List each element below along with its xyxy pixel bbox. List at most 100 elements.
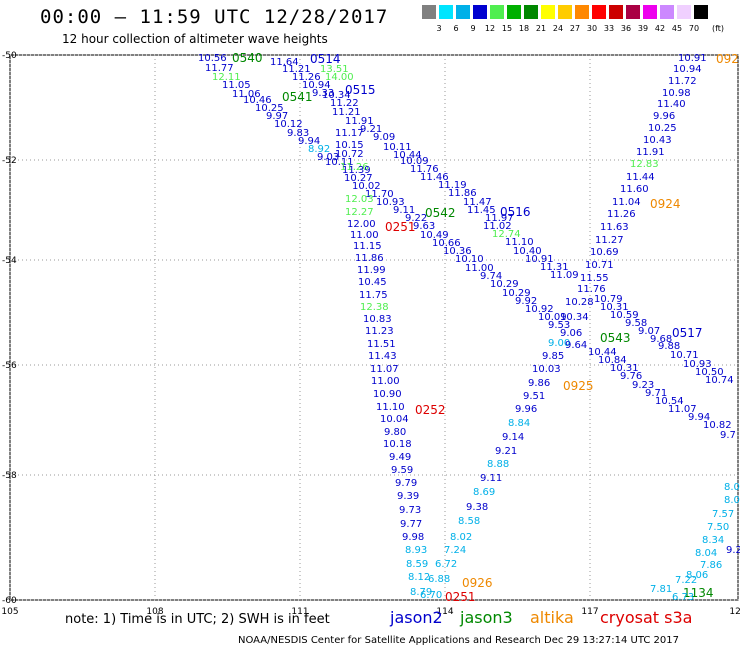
lon-tick-label: 108 <box>146 607 163 617</box>
wave-height-value: 11.75 <box>359 290 388 301</box>
lat-tick-label: -58 <box>2 471 17 481</box>
wave-height-value: 10.82 <box>703 420 732 431</box>
wave-height-value: 8.04 <box>695 548 717 559</box>
wave-height-value: 12.00 <box>347 219 376 230</box>
wave-height-value: 11.76 <box>577 284 606 295</box>
lat-tick-label: -60 <box>2 596 17 606</box>
wave-height-value: 11.17 <box>335 128 364 139</box>
legend-swatch <box>456 5 470 19</box>
wave-height-value: 8.58 <box>458 516 480 527</box>
lat-tick-label: -52 <box>2 156 17 166</box>
wave-height-value: 9.00 <box>548 338 570 349</box>
wave-height-value: 10.66 <box>432 238 461 249</box>
legend-label: 39 <box>637 24 649 33</box>
wave-height-value: 10.71 <box>585 260 614 271</box>
wave-height-value: 9.64 <box>565 340 587 351</box>
track-time-label: 0514 <box>310 52 341 66</box>
lat-tick-label: -50 <box>2 51 17 61</box>
track-time-label: 0542 <box>425 206 456 220</box>
track-time-label: 0540 <box>232 51 263 65</box>
legend-swatch <box>524 5 538 19</box>
wave-height-value: 11.47 <box>463 197 492 208</box>
wave-height-value: 10.04 <box>380 414 409 425</box>
legend-label: 42 <box>654 24 666 33</box>
legend-label: 3 <box>436 24 442 33</box>
wave-height-value: 10.02 <box>352 181 381 192</box>
wave-height-value: 11.00 <box>371 376 400 387</box>
wave-height-value: 9.96 <box>653 111 675 122</box>
legend-swatch <box>473 5 487 19</box>
wave-height-value: 11.04 <box>612 197 641 208</box>
wave-height-value: 10.93 <box>683 359 712 370</box>
satellite-legend-entry: altika <box>530 608 574 627</box>
wave-height-value: 7.22 <box>675 575 697 586</box>
lon-tick-label: 114 <box>436 607 453 617</box>
wave-height-value: 7.81 <box>650 584 672 595</box>
wave-height-value: 9.39 <box>397 491 419 502</box>
lat-tick-label: -54 <box>2 256 17 266</box>
legend-unit: (ft) <box>712 24 725 33</box>
wave-height-value: 12.83 <box>630 159 659 170</box>
wave-height-value: 11.91 <box>636 147 665 158</box>
wave-height-value: 6.72 <box>435 559 457 570</box>
wave-height-value: 11.06 <box>232 89 261 100</box>
wave-height-value: 9.2 <box>726 545 740 556</box>
wave-height-value: 9.53 <box>548 320 570 331</box>
legend-label: 12 <box>484 24 496 33</box>
wave-height-value: 9.23 <box>632 380 654 391</box>
wave-height-value: 12.74 <box>492 229 521 240</box>
wave-height-value: 10.12 <box>274 119 303 130</box>
legend-label: 18 <box>518 24 530 33</box>
track-time-label: 092 <box>716 52 739 66</box>
wave-height-value: 9.06 <box>560 328 582 339</box>
wave-height-value: 9.86 <box>528 378 550 389</box>
track-time-label: 0251 <box>445 590 476 604</box>
wave-height-value: 8.34 <box>702 535 724 546</box>
wave-height-value: 9.85 <box>542 351 564 362</box>
wave-height-value: 11.40 <box>657 99 686 110</box>
wave-height-value: 9.58 <box>625 318 647 329</box>
wave-height-value: 10.90 <box>373 389 402 400</box>
wave-height-value: 10.71 <box>670 350 699 361</box>
wave-height-value: 8.0 <box>724 495 740 506</box>
wave-height-value: 11.39 <box>342 165 371 176</box>
legend-swatch <box>575 5 589 19</box>
track-time-label: 0541 <box>282 90 313 104</box>
wave-height-value: 7.86 <box>700 560 722 571</box>
legend-label: 15 <box>501 24 513 33</box>
track-time-label: 0517 <box>672 326 703 340</box>
wave-height-value: 9.11 <box>480 473 502 484</box>
wave-height-value: 8.06 <box>686 570 708 581</box>
wave-height-value: 9.88 <box>658 341 680 352</box>
wave-height-value: 11.00 <box>465 263 494 274</box>
legend-swatch <box>643 5 657 19</box>
legend-swatch <box>490 5 504 19</box>
wave-height-value: 10.93 <box>376 197 405 208</box>
track-time-label: 0252 <box>415 403 446 417</box>
wave-height-value: 10.31 <box>600 302 629 313</box>
wave-height-value: 8.0 <box>724 482 740 493</box>
wave-height-value: 10.91 <box>678 53 707 64</box>
wave-height-value: 9.83 <box>287 128 309 139</box>
wave-height-value: 9.94 <box>298 136 320 147</box>
wave-height-value: 10.34 <box>322 90 351 101</box>
wave-height-value: 10.72 <box>335 149 364 160</box>
wave-height-value: 11.00 <box>350 230 379 241</box>
wave-height-value: 10.69 <box>590 247 619 258</box>
wave-height-value: 9.09 <box>373 132 395 143</box>
legend-swatch <box>626 5 640 19</box>
wave-height-value: 9.79 <box>395 478 417 489</box>
wave-height-value: 13.51 <box>320 64 349 75</box>
lon-tick-label: 117 <box>581 607 598 617</box>
legend-swatch <box>660 5 674 19</box>
wave-height-value: 9.59 <box>391 465 413 476</box>
wave-height-value: 9.63 <box>413 221 435 232</box>
wave-height-value: 11.86 <box>448 188 477 199</box>
lon-tick-label: 111 <box>291 607 308 617</box>
wave-height-value: 9.74 <box>480 271 502 282</box>
wave-height-value: 10.79 <box>594 294 623 305</box>
wave-height-value: 9.73 <box>399 505 421 516</box>
wave-height-value: 10.28 <box>565 297 594 308</box>
wave-height-value: 14.00 <box>325 72 354 83</box>
